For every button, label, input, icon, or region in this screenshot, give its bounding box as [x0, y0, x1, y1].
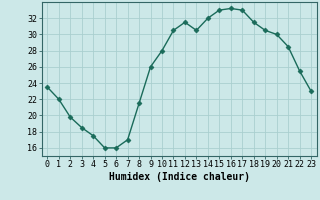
X-axis label: Humidex (Indice chaleur): Humidex (Indice chaleur)	[109, 172, 250, 182]
